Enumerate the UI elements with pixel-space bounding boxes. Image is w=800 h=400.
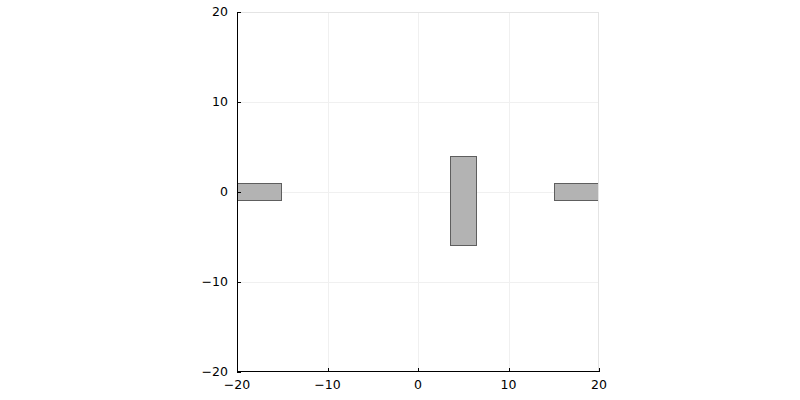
x-tick-mark bbox=[599, 368, 600, 372]
y-tick-mark bbox=[237, 372, 241, 373]
y-tick-label: −20 bbox=[202, 366, 228, 379]
y-tick-label: 20 bbox=[212, 6, 228, 19]
shape-rect bbox=[554, 183, 599, 201]
x-tick-label: −20 bbox=[224, 379, 250, 392]
x-tick-mark bbox=[418, 368, 419, 372]
x-tick-mark bbox=[328, 368, 329, 372]
y-gridline bbox=[237, 192, 599, 193]
y-tick-label: 0 bbox=[220, 186, 228, 199]
y-gridline bbox=[237, 282, 599, 283]
figure: −20 −10 0 10 20 −20 −10 0 10 20 bbox=[0, 0, 800, 400]
y-tick-label: −10 bbox=[202, 276, 228, 289]
y-tick-label: 10 bbox=[212, 96, 228, 109]
x-tick-label: −10 bbox=[314, 379, 340, 392]
plot-frame-top bbox=[237, 12, 599, 13]
x-tick-label: 0 bbox=[414, 379, 422, 392]
shape-rect bbox=[450, 156, 477, 246]
y-tick-mark bbox=[237, 12, 241, 13]
plot-frame-right bbox=[598, 12, 599, 372]
y-tick-mark bbox=[237, 102, 241, 103]
x-tick-label: 20 bbox=[591, 379, 607, 392]
shape-rect bbox=[237, 183, 282, 201]
plot-area: −20−1001020−20−1001020 bbox=[237, 12, 599, 372]
x-tick-mark bbox=[509, 368, 510, 372]
y-gridline bbox=[237, 102, 599, 103]
y-tick-mark bbox=[237, 282, 241, 283]
x-tick-label: 10 bbox=[501, 379, 517, 392]
y-tick-mark bbox=[237, 192, 241, 193]
